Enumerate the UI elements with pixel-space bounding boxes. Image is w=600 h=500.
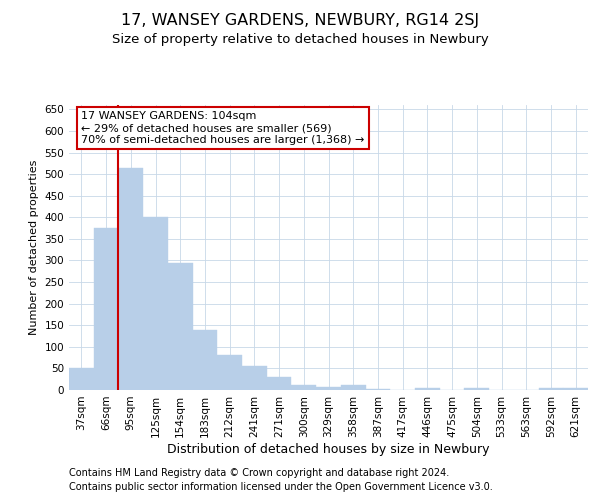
Bar — [316, 386, 341, 390]
Bar — [365, 388, 390, 390]
Bar — [464, 388, 489, 390]
Text: 17, WANSEY GARDENS, NEWBURY, RG14 2SJ: 17, WANSEY GARDENS, NEWBURY, RG14 2SJ — [121, 12, 479, 28]
Bar — [193, 330, 217, 390]
Bar — [118, 168, 143, 390]
Bar — [415, 388, 440, 390]
X-axis label: Distribution of detached houses by size in Newbury: Distribution of detached houses by size … — [167, 442, 490, 456]
Bar — [94, 228, 118, 390]
Bar — [217, 356, 242, 390]
Bar — [143, 218, 168, 390]
Bar — [69, 368, 94, 390]
Text: Contains public sector information licensed under the Open Government Licence v3: Contains public sector information licen… — [69, 482, 493, 492]
Y-axis label: Number of detached properties: Number of detached properties — [29, 160, 39, 335]
Bar — [168, 264, 193, 390]
Bar — [267, 377, 292, 390]
Text: Size of property relative to detached houses in Newbury: Size of property relative to detached ho… — [112, 32, 488, 46]
Bar — [242, 366, 267, 390]
Text: Contains HM Land Registry data © Crown copyright and database right 2024.: Contains HM Land Registry data © Crown c… — [69, 468, 449, 477]
Bar — [563, 388, 588, 390]
Bar — [341, 385, 365, 390]
Bar — [539, 388, 563, 390]
Bar — [292, 385, 316, 390]
Text: 17 WANSEY GARDENS: 104sqm
← 29% of detached houses are smaller (569)
70% of semi: 17 WANSEY GARDENS: 104sqm ← 29% of detac… — [82, 112, 365, 144]
